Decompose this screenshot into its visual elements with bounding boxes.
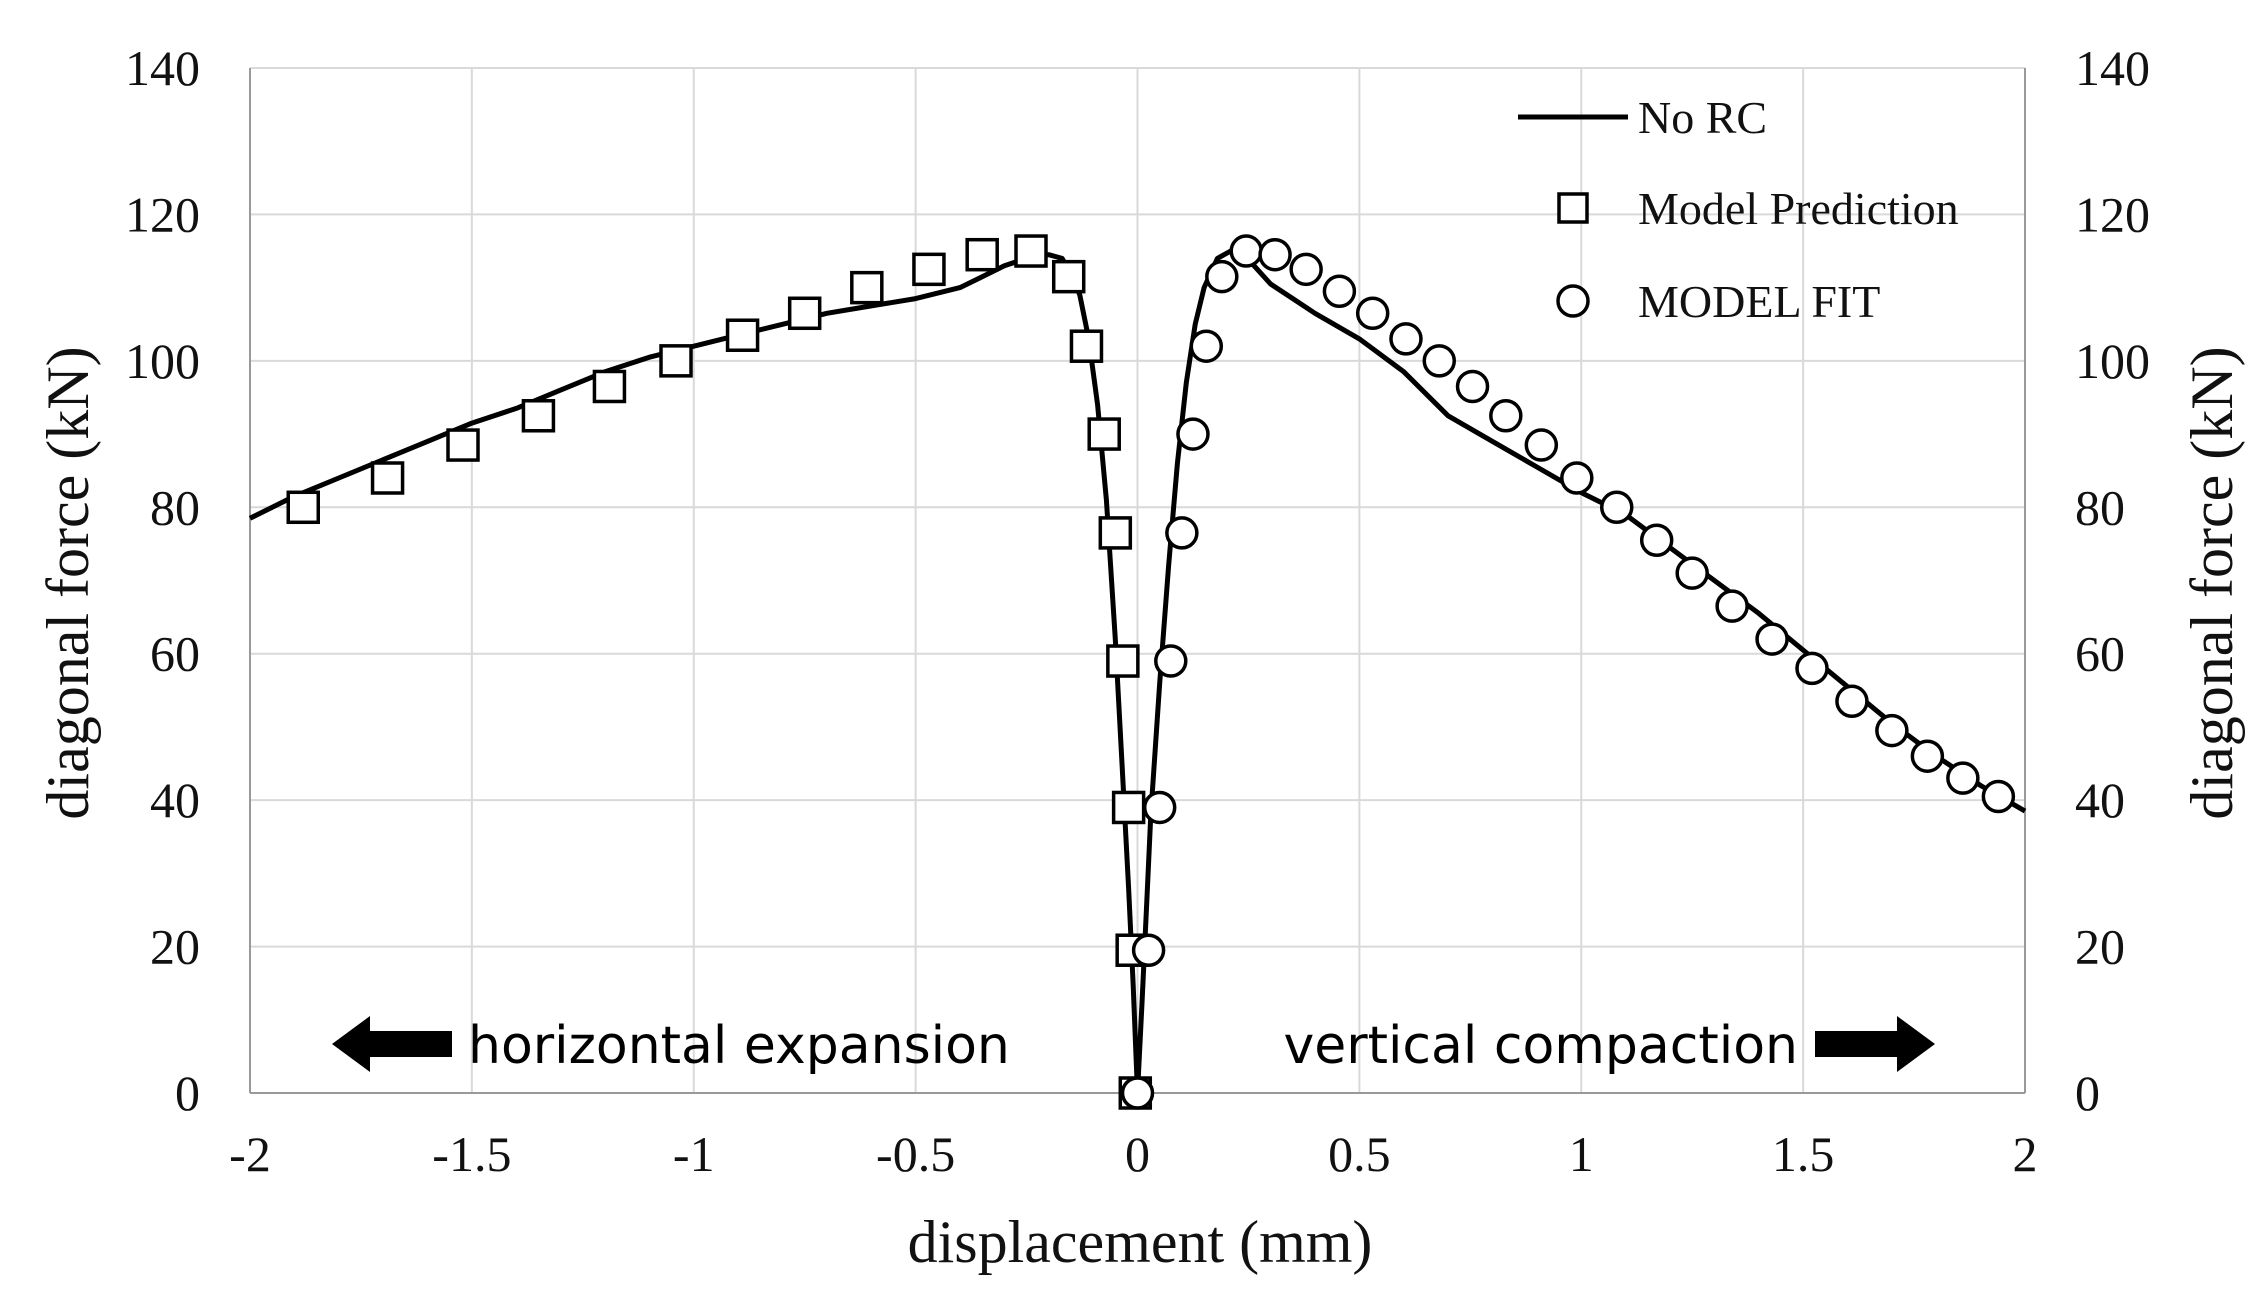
model-prediction-point xyxy=(1014,234,1048,268)
model-fit-point xyxy=(1154,644,1188,678)
model-prediction-point xyxy=(659,344,693,378)
y-tick-label: 80 xyxy=(150,479,200,535)
x-tick-label: 0.5 xyxy=(1328,1126,1391,1182)
model-fit-point xyxy=(1229,234,1263,268)
y-tick-label: 140 xyxy=(125,40,200,96)
x-tick-label: 0 xyxy=(1125,1126,1150,1182)
model-fit-point xyxy=(1131,933,1166,967)
annotation-vertical-compaction: vertical compaction xyxy=(1283,1016,1798,1076)
y2-axis-title: diagonal force (kN) xyxy=(2179,346,2245,819)
model-fit-point xyxy=(1142,790,1177,825)
model-fit-point xyxy=(1639,523,1674,557)
series-line-no-rc xyxy=(248,248,2027,1096)
model-prediction-point xyxy=(370,461,405,495)
y2-tick-label: 120 xyxy=(2075,186,2150,242)
model-fit-point xyxy=(1524,428,1559,462)
model-fit-point xyxy=(1165,516,1199,550)
model-fit-point xyxy=(1715,589,1749,623)
legend-square-swatch xyxy=(1557,192,1589,224)
model-prediction-point xyxy=(912,252,946,287)
x-axis-title: displacement (mm) xyxy=(908,1209,1373,1275)
model-prediction-point xyxy=(1098,516,1133,550)
model-fit-point xyxy=(1322,274,1357,309)
model-fit-point xyxy=(1795,651,1829,686)
model-prediction-point xyxy=(446,428,480,462)
model-prediction-point xyxy=(1087,417,1121,451)
y2-tick-label: 40 xyxy=(2075,772,2125,828)
legend-label-no-rc: No RC xyxy=(1638,92,1767,143)
x-tick-label: -1 xyxy=(673,1126,715,1182)
model-prediction-point xyxy=(850,270,884,305)
model-prediction-point xyxy=(1069,329,1104,363)
model-prediction-point xyxy=(1051,259,1086,294)
x-tick-label: 1.5 xyxy=(1772,1126,1835,1182)
model-fit-point xyxy=(1289,252,1323,287)
model-fit-point xyxy=(1389,322,1423,356)
arrow-left-icon xyxy=(332,1016,452,1072)
y2-tick-label: 80 xyxy=(2075,479,2125,535)
model-fit-point xyxy=(1455,369,1490,404)
y-tick-labels: 0 20 40 60 80 100 120 140 xyxy=(125,40,200,1121)
model-prediction-point xyxy=(965,237,999,272)
model-fit-point xyxy=(1120,1076,1155,1110)
y-tick-label: 100 xyxy=(125,333,200,389)
model-fit-point xyxy=(1875,713,1909,748)
model-fit-point xyxy=(1258,237,1292,272)
model-prediction-point xyxy=(787,296,822,331)
model-fit-point xyxy=(1755,622,1789,656)
model-fit-point xyxy=(1176,417,1210,451)
y-tick-label: 120 xyxy=(125,186,200,242)
model-fit-point xyxy=(1189,329,1224,363)
left-annotation: horizontal expansion xyxy=(332,1016,1010,1076)
y-tick-label: 40 xyxy=(150,772,200,828)
y2-tick-label: 20 xyxy=(2075,919,2125,975)
model-fit-point xyxy=(1205,259,1239,294)
y-tick-label: 0 xyxy=(175,1065,200,1121)
model-fit-point xyxy=(1835,684,1869,719)
y2-tick-label: 0 xyxy=(2075,1065,2100,1121)
x-tick-label: -2 xyxy=(229,1126,271,1182)
model-prediction-point xyxy=(1106,644,1140,678)
model-fit-point xyxy=(1981,779,2016,814)
legend-circle-swatch xyxy=(1556,284,1590,318)
model-fit-point xyxy=(1946,761,1980,795)
x-tick-label: 1 xyxy=(1569,1126,1594,1182)
x-tick-label: -0.5 xyxy=(876,1126,955,1182)
legend-label-model-fit: MODEL FIT xyxy=(1638,276,1880,327)
y-tick-label: 60 xyxy=(150,626,200,682)
model-prediction-point xyxy=(725,318,760,352)
model-prediction-point xyxy=(521,399,556,433)
right-annotation: vertical compaction xyxy=(1283,1016,1935,1076)
x-tick-labels: -2 -1.5 -1 -0.5 0 0.5 1 1.5 2 xyxy=(229,1126,2037,1182)
y2-tick-label: 100 xyxy=(2075,333,2150,389)
arrow-right-icon xyxy=(1815,1016,1935,1072)
legend: No RC Model Prediction MODEL FIT xyxy=(1518,92,1959,327)
x-tick-label: -1.5 xyxy=(432,1126,511,1182)
y-axis-title: diagonal force (kN) xyxy=(35,346,101,819)
y-tick-label: 20 xyxy=(150,919,200,975)
model-prediction-point xyxy=(286,490,320,525)
model-fit-point xyxy=(1489,399,1523,433)
model-fit-point xyxy=(1355,296,1390,331)
model-prediction-point xyxy=(592,369,627,404)
x-tick-label: 2 xyxy=(2013,1126,2038,1182)
series-model-prediction xyxy=(286,234,1153,1110)
y2-tick-labels: 0 20 40 60 80 100 120 140 xyxy=(2075,40,2150,1121)
annotation-horizontal-expansion: horizontal expansion xyxy=(468,1016,1010,1076)
model-fit-point xyxy=(1910,739,1945,773)
model-fit-point xyxy=(1422,344,1456,378)
model-fit-point xyxy=(1600,490,1634,525)
y2-tick-label: 60 xyxy=(2075,626,2125,682)
series-model-fit xyxy=(1120,234,2016,1110)
model-prediction-point xyxy=(1111,790,1146,825)
model-fit-point xyxy=(1560,461,1594,495)
legend-label-model-prediction: Model Prediction xyxy=(1638,183,1959,234)
y2-tick-label: 140 xyxy=(2075,40,2150,96)
model-fit-point xyxy=(1675,556,1709,590)
